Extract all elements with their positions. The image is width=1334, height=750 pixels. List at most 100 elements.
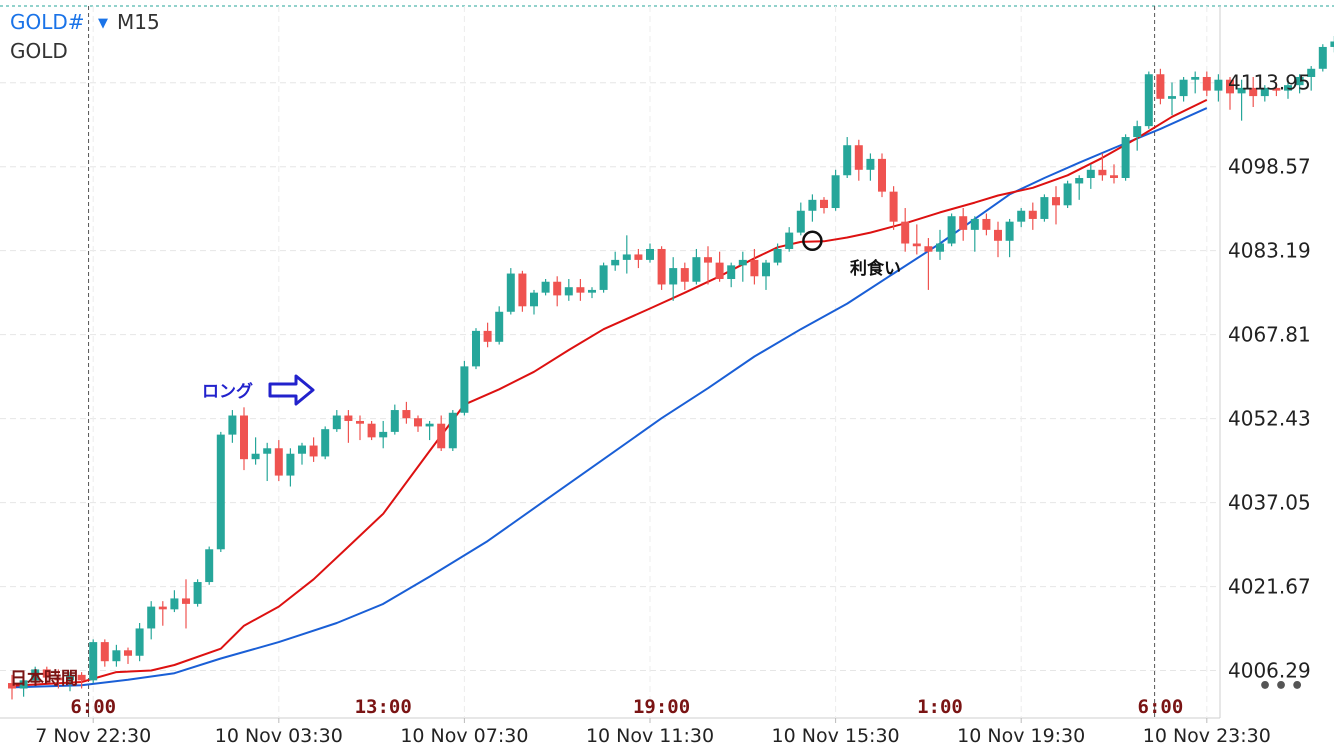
candle[interactable]	[379, 420, 388, 449]
candle[interactable]	[1144, 71, 1153, 129]
candle[interactable]	[1226, 76, 1234, 110]
candle[interactable]	[1214, 74, 1223, 102]
candle[interactable]	[112, 644, 121, 667]
candle[interactable]	[1330, 36, 1334, 53]
candle[interactable]	[147, 601, 156, 640]
candle[interactable]	[1040, 194, 1049, 222]
candle[interactable]	[588, 287, 596, 299]
candle[interactable]	[831, 169, 840, 211]
candle[interactable]	[506, 268, 515, 315]
candle[interactable]	[1202, 71, 1211, 97]
candle[interactable]	[541, 279, 550, 296]
candle[interactable]	[286, 448, 295, 487]
candle[interactable]	[622, 235, 631, 274]
candle[interactable]	[425, 420, 434, 441]
candle[interactable]	[205, 546, 214, 585]
candle[interactable]	[390, 404, 399, 435]
candle[interactable]	[402, 401, 411, 424]
candle[interactable]	[692, 248, 701, 285]
candle[interactable]	[1075, 175, 1084, 200]
candle[interactable]	[820, 197, 828, 214]
candle[interactable]	[1260, 85, 1269, 102]
candle[interactable]	[216, 431, 225, 553]
candle[interactable]	[657, 246, 666, 290]
candle[interactable]	[1086, 164, 1095, 189]
candle[interactable]	[564, 279, 573, 301]
candle[interactable]	[715, 251, 724, 282]
candle[interactable]	[796, 202, 805, 236]
candle[interactable]	[251, 437, 260, 465]
candle[interactable]	[19, 677, 28, 697]
candle[interactable]	[750, 248, 759, 285]
candle[interactable]	[704, 246, 712, 285]
candle[interactable]	[356, 415, 364, 441]
candle[interactable]	[66, 672, 74, 692]
candle[interactable]	[1249, 76, 1258, 108]
candle[interactable]	[344, 410, 353, 443]
candle[interactable]	[332, 410, 341, 432]
candle[interactable]	[448, 410, 457, 451]
candle[interactable]	[866, 153, 875, 181]
candle[interactable]	[599, 262, 608, 293]
candle[interactable]	[518, 270, 527, 312]
candle[interactable]	[553, 276, 562, 307]
candle[interactable]	[89, 639, 98, 684]
candle[interactable]	[263, 442, 272, 482]
candle[interactable]	[530, 289, 538, 315]
candle[interactable]	[646, 243, 654, 263]
candle[interactable]	[994, 221, 1002, 258]
candle[interactable]	[1168, 82, 1176, 116]
candle[interactable]	[472, 328, 480, 370]
candle[interactable]	[414, 415, 422, 432]
candle[interactable]	[1191, 71, 1200, 94]
candle[interactable]	[773, 243, 782, 266]
candle[interactable]	[924, 238, 933, 290]
candle[interactable]	[1295, 74, 1304, 94]
candle[interactable]	[182, 579, 190, 629]
candle[interactable]	[228, 410, 237, 443]
more-options-button[interactable]: •••	[1258, 674, 1306, 699]
candle[interactable]	[727, 262, 736, 288]
candle[interactable]	[170, 590, 179, 613]
candle[interactable]	[8, 674, 16, 700]
candle[interactable]	[878, 153, 886, 198]
candle[interactable]	[77, 672, 86, 689]
candle[interactable]	[669, 257, 678, 301]
candle[interactable]	[1005, 218, 1014, 258]
candle[interactable]	[912, 224, 921, 255]
candle[interactable]	[680, 262, 689, 290]
candle[interactable]	[889, 186, 898, 230]
candle[interactable]	[1237, 79, 1246, 121]
timeframe-label[interactable]: M15	[117, 10, 160, 34]
candle[interactable]	[1052, 186, 1060, 225]
symbol-dropdown-icon[interactable]: ▼	[98, 16, 108, 31]
candle[interactable]	[901, 208, 910, 252]
candle[interactable]	[124, 647, 132, 664]
candle[interactable]	[309, 437, 318, 462]
candle[interactable]	[483, 322, 492, 348]
candle[interactable]	[460, 360, 469, 416]
candlesticks[interactable]	[8, 36, 1334, 700]
candle[interactable]	[495, 306, 504, 345]
candle[interactable]	[947, 213, 956, 247]
candle[interactable]	[367, 420, 376, 441]
candle[interactable]	[42, 666, 51, 684]
candle[interactable]	[854, 139, 863, 181]
candle[interactable]	[1284, 79, 1292, 99]
candle[interactable]	[1156, 68, 1165, 105]
candle[interactable]	[1272, 82, 1281, 97]
candle[interactable]	[31, 666, 40, 686]
candle[interactable]	[1017, 208, 1026, 228]
candle[interactable]	[982, 213, 991, 236]
candle[interactable]	[1098, 153, 1107, 181]
candle[interactable]	[576, 279, 585, 301]
candle[interactable]	[193, 579, 202, 607]
candle[interactable]	[1121, 134, 1130, 181]
candle[interactable]	[437, 415, 446, 451]
candle[interactable]	[1133, 120, 1142, 151]
candle[interactable]	[936, 229, 944, 260]
symbol-label[interactable]: GOLD#	[10, 10, 85, 34]
candle[interactable]	[1110, 164, 1118, 184]
candle[interactable]	[1028, 202, 1037, 230]
